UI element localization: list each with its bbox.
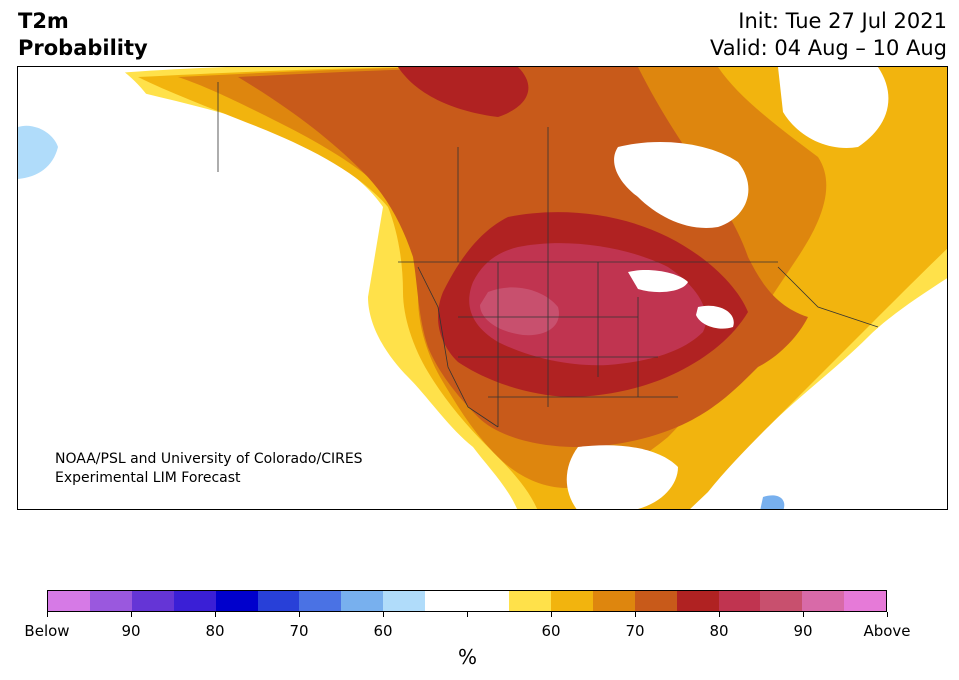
colorbar-unit: %	[458, 645, 478, 669]
colorbar-tick-label: 80	[709, 622, 729, 640]
colorbar-tick	[635, 612, 636, 617]
colorbar-tick-label: 70	[625, 622, 645, 640]
colorbar-segment	[718, 591, 761, 611]
alaska-blue-probability	[18, 125, 58, 179]
colorbar-tick-label: 80	[205, 622, 225, 640]
colorbar-tick-label: 90	[121, 622, 141, 640]
colorbar-tick	[47, 612, 48, 617]
colorbar-segment	[131, 591, 174, 611]
colorbar-segment	[257, 591, 300, 611]
colorbar-segment	[802, 591, 845, 611]
caribbean-blue-probability	[760, 495, 785, 509]
colorbar-segment	[173, 591, 216, 611]
colorbar-tick	[131, 612, 132, 617]
great-lakes	[628, 270, 734, 329]
colorbar-tick-label: 90	[793, 622, 813, 640]
colorbar-segment	[676, 591, 719, 611]
colorbar-segment	[48, 591, 90, 611]
colorbar-segment	[760, 591, 803, 611]
colorbar-tick	[215, 612, 216, 617]
colorbar-tick-label: 60	[541, 622, 561, 640]
colorbar-tick	[551, 612, 552, 617]
colorbar-segment	[634, 591, 677, 611]
gulf-of-mexico	[566, 445, 678, 509]
colorbar-tick-label: Above	[863, 622, 911, 640]
colorbar-segment	[467, 591, 509, 611]
colorbar-tick	[719, 612, 720, 617]
credit-text: NOAA/PSL and University of Colorado/CIRE…	[55, 450, 363, 488]
forecast-dates: Init: Tue 27 Jul 2021 Valid: 04 Aug – 10…	[710, 8, 947, 62]
credit-line2: Experimental LIM Forecast	[55, 470, 241, 486]
labrador-white	[778, 67, 889, 148]
colorbar-tick	[803, 612, 804, 617]
colorbar-tick	[383, 612, 384, 617]
colorbar-segment	[508, 591, 551, 611]
colorbar-segment	[592, 591, 635, 611]
colorbar-tick-label: 60	[373, 622, 393, 640]
political-borders	[217, 82, 879, 428]
atlantic-ocean	[765, 298, 947, 509]
colorbar-tick-label: 70	[289, 622, 309, 640]
probability-map	[17, 66, 948, 510]
colorbar-segment	[550, 591, 593, 611]
hudson-bay	[614, 142, 749, 228]
colorbar-segment	[383, 591, 426, 611]
colorbar	[47, 590, 887, 612]
init-date: Init: Tue 27 Jul 2021	[738, 9, 947, 33]
colorbar-tick-label: Below	[24, 622, 70, 640]
colorbar-segment	[89, 591, 132, 611]
pacific-ocean	[18, 157, 486, 509]
colorbar-ticks	[47, 612, 888, 618]
colorbar-segment	[299, 591, 342, 611]
colorbar-tick	[299, 612, 300, 617]
north-america-map	[18, 67, 947, 509]
title-line1: T2m	[18, 9, 69, 33]
title-line2: Probability	[18, 36, 148, 60]
colorbar-segment	[341, 591, 384, 611]
valid-dates: Valid: 04 Aug – 10 Aug	[709, 36, 947, 60]
colorbar-segment	[425, 591, 468, 611]
colorbar-tick	[467, 612, 468, 617]
colorbar-tick	[887, 612, 888, 617]
colorbar-segment	[215, 591, 258, 611]
map-title: T2m Probability	[18, 8, 148, 62]
prob-band-pink	[480, 287, 559, 336]
colorbar-segment	[844, 591, 887, 611]
credit-line1: NOAA/PSL and University of Colorado/CIRE…	[55, 451, 363, 467]
